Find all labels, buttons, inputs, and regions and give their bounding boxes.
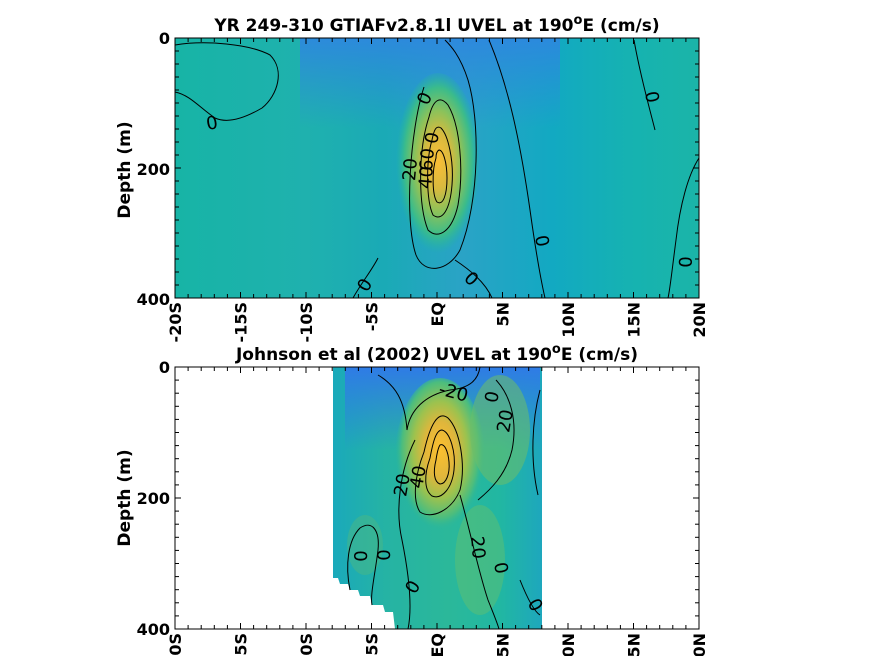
contour-label: 0 (351, 550, 372, 561)
x-tick-label: -20S (166, 302, 185, 342)
x-tick-label: -20S (166, 633, 185, 656)
contour-label: 0 (421, 131, 444, 146)
contour-label: 40 (415, 165, 438, 190)
x-tick-label: 15N (625, 302, 644, 338)
x-tick-label: 20N (690, 633, 709, 656)
contour-label: 0 (640, 90, 663, 105)
top-title: YR 249-310 GTIAFv2.8.1l UVEL at 190oE (c… (213, 13, 659, 36)
contour-label: 20 (390, 472, 415, 498)
contour-label: 0 (489, 561, 512, 576)
contour-label: 20 (466, 535, 489, 560)
y-tick: 0 (159, 29, 170, 48)
bottom-y-ticks: 0 200 400 (137, 358, 170, 639)
x-tick-label: 15N (625, 633, 644, 656)
x-tick-label: 10N (559, 633, 578, 656)
x-tick-label: EQ (428, 633, 447, 656)
contour-label: 0 (530, 234, 553, 249)
y-tick: 200 (137, 489, 170, 508)
x-tick-label: 5N (494, 302, 513, 327)
x-tick-label: 5N (494, 633, 513, 656)
bottom-field (333, 367, 542, 629)
bottom-panel: Johnson et al (2002) UVEL at 190oE (cm/s… (115, 342, 709, 656)
top-panel: YR 249-310 GTIAFv2.8.1l UVEL at 190oE (c… (115, 13, 709, 342)
x-tick-label: -5S (363, 633, 382, 656)
y-tick: 200 (137, 160, 170, 179)
x-tick-label: -10S (297, 302, 316, 342)
contour-label: 0 (481, 390, 504, 405)
x-tick-label: -10S (297, 633, 316, 656)
contour-label: 0 (374, 549, 395, 560)
contour-label: 0 (205, 112, 220, 135)
top-field (175, 38, 699, 298)
y-tick: 0 (159, 358, 170, 377)
y-tick: 400 (137, 290, 170, 309)
bottom-ylabel: Depth (m) (115, 449, 135, 546)
bottom-x-ticks: -20S -15S -10S -5S EQ 5N 10N 15N 20N (166, 633, 709, 656)
bottom-title: Johnson et al (2002) UVEL at 190oE (cm/s… (235, 342, 638, 365)
contour-label: 60 (416, 147, 439, 172)
x-tick-label: -5S (363, 302, 382, 331)
contour-label: 20 (493, 408, 518, 434)
contour-label: 0 (674, 256, 695, 267)
x-tick-label: -15S (232, 302, 251, 342)
x-tick-label: 10N (559, 302, 578, 338)
contour-label: 40 (406, 464, 431, 490)
x-tick-label: EQ (428, 302, 447, 327)
top-tick-marks (174, 37, 700, 299)
top-ylabel: Depth (m) (115, 121, 135, 218)
contour-label: 20 (399, 157, 422, 182)
bottom-tick-marks (174, 366, 700, 630)
x-tick-label: 20N (690, 302, 709, 338)
x-tick-label: -15S (232, 633, 251, 656)
top-x-ticks: -20S -15S -10S -5S EQ 5N 10N 15N 20N (166, 302, 709, 342)
top-y-ticks: 0 200 400 (137, 29, 170, 309)
y-tick: 400 (137, 620, 170, 639)
